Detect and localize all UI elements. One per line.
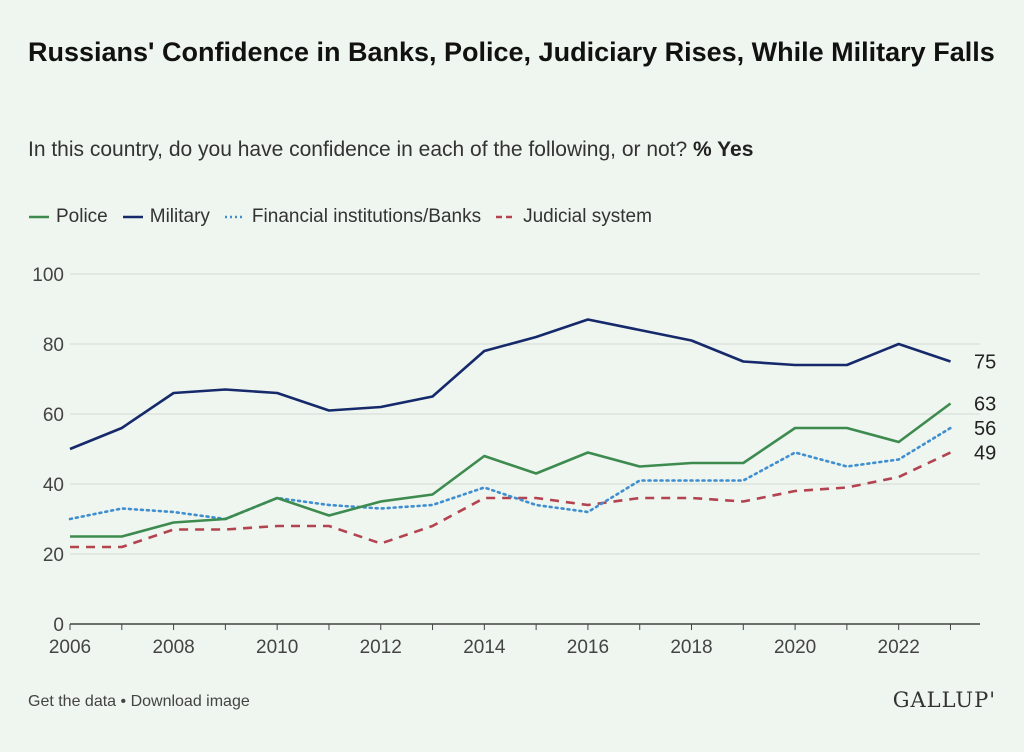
legend-swatch bbox=[29, 215, 49, 219]
legend-label: Financial institutions/Banks bbox=[251, 206, 482, 227]
series-line-police bbox=[70, 402, 952, 538]
end-value-label: 49 bbox=[974, 443, 996, 465]
gallup-logo: GALLUP' bbox=[892, 688, 996, 712]
y-tick-label: 20 bbox=[43, 545, 64, 566]
legend-item: Military bbox=[122, 206, 210, 228]
x-tick-label: 2018 bbox=[670, 637, 712, 658]
legend-item: Judicial system bbox=[495, 206, 652, 228]
get-data-link[interactable]: Get the data bbox=[28, 693, 117, 710]
footer-links: Get the data • Download image bbox=[28, 693, 250, 711]
legend-label: Police bbox=[56, 206, 108, 227]
footer-separator: • bbox=[116, 693, 131, 710]
chart-title: Russians' Confidence in Banks, Police, J… bbox=[28, 37, 995, 67]
x-tick-label: 2020 bbox=[774, 637, 816, 658]
y-tick-label: 80 bbox=[43, 335, 64, 356]
subtitle-question: In this country, do you have confidence … bbox=[28, 138, 688, 161]
x-tick-label: 2016 bbox=[567, 637, 609, 658]
legend-item: Financial institutions/Banks bbox=[224, 206, 481, 228]
legend-label: Judicial system bbox=[523, 206, 652, 227]
end-value-label: 75 bbox=[974, 352, 996, 374]
x-tick-label: 2012 bbox=[360, 637, 402, 658]
end-value-label: 63 bbox=[974, 394, 996, 416]
series-line-military bbox=[69, 318, 951, 451]
x-tick-label: 2022 bbox=[878, 637, 920, 658]
x-tick-label: 2010 bbox=[256, 637, 298, 658]
series-line-judicial-system bbox=[70, 451, 952, 549]
y-tick-label: 0 bbox=[53, 615, 64, 636]
legend-item: Police bbox=[28, 206, 108, 228]
x-tick-label: 2014 bbox=[463, 637, 506, 658]
y-tick-label: 60 bbox=[43, 405, 64, 426]
chart-subtitle: In this country, do you have confidence … bbox=[28, 138, 753, 162]
x-tick-label: 2008 bbox=[152, 637, 194, 658]
legend-swatch bbox=[224, 215, 245, 219]
legend-swatch bbox=[496, 215, 517, 219]
y-tick-label: 100 bbox=[32, 265, 64, 286]
series-line-financial-institutions-banks bbox=[68, 426, 952, 521]
y-tick-label: 40 bbox=[43, 475, 64, 496]
x-tick-label: 2006 bbox=[49, 637, 91, 658]
download-image-link[interactable]: Download image bbox=[130, 693, 250, 710]
end-value-label: 56 bbox=[974, 418, 996, 440]
legend-swatch bbox=[122, 215, 143, 219]
chart-legend: Police Military Financial institutions/Ban… bbox=[28, 206, 666, 228]
legend-label: Military bbox=[149, 206, 210, 227]
subtitle-measure: % Yes bbox=[693, 138, 754, 161]
